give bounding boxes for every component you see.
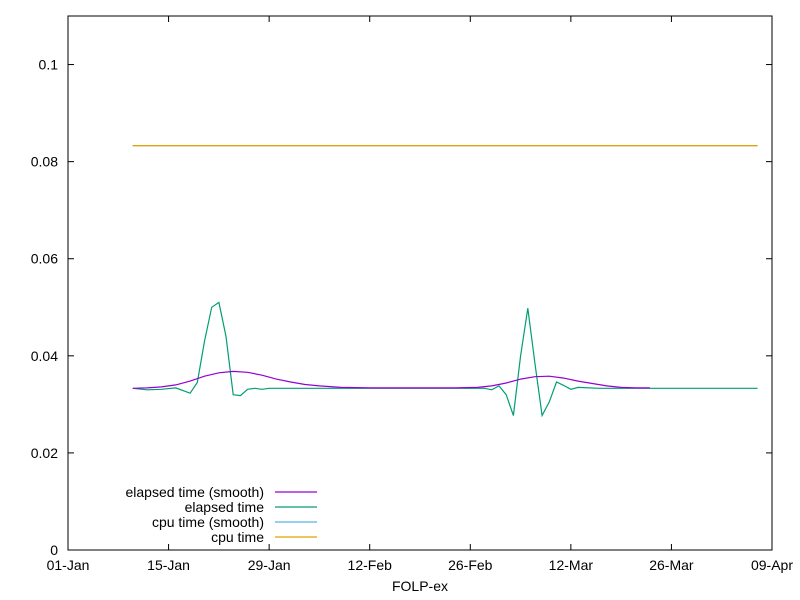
y-tick-label: 0.06 [31,251,58,267]
legend-label: elapsed time (smooth) [125,484,264,500]
x-tick-label: 26-Mar [649,557,694,573]
x-tick-label: 12-Mar [549,557,594,573]
y-tick-label: 0.02 [31,445,58,461]
series-line-elapsed-time [132,301,758,418]
y-tick-label: 0.08 [31,154,58,170]
series-line-elapsed-time-smooth [132,370,650,389]
series-layer [132,145,758,418]
x-axis: 01-Jan 15-Jan 29-Jan 12-Feb 26-Feb 12-Mar 26-M… [47,16,793,573]
y-tick-label: 0 [50,542,58,558]
x-tick-label: 09-Apr [751,557,793,573]
x-tick-label: 01-Jan [47,557,90,573]
plot-frame [67,15,773,551]
y-axis: 0 0.02 0.04 0.06 0.08 0.1 [31,57,772,558]
y-tick-label: 0.04 [31,348,58,364]
legend-label: cpu time (smooth) [152,514,264,530]
legend-label: elapsed time [185,499,265,515]
y-tick-label: 0.1 [39,57,59,73]
x-axis-label: FOLP-ex [392,578,448,594]
legend-label: cpu time [211,529,264,545]
x-tick-label: 15-Jan [147,557,190,573]
x-tick-label: 12-Feb [348,557,393,573]
x-tick-label: 26-Feb [448,557,493,573]
x-tick-label: 29-Jan [248,557,291,573]
